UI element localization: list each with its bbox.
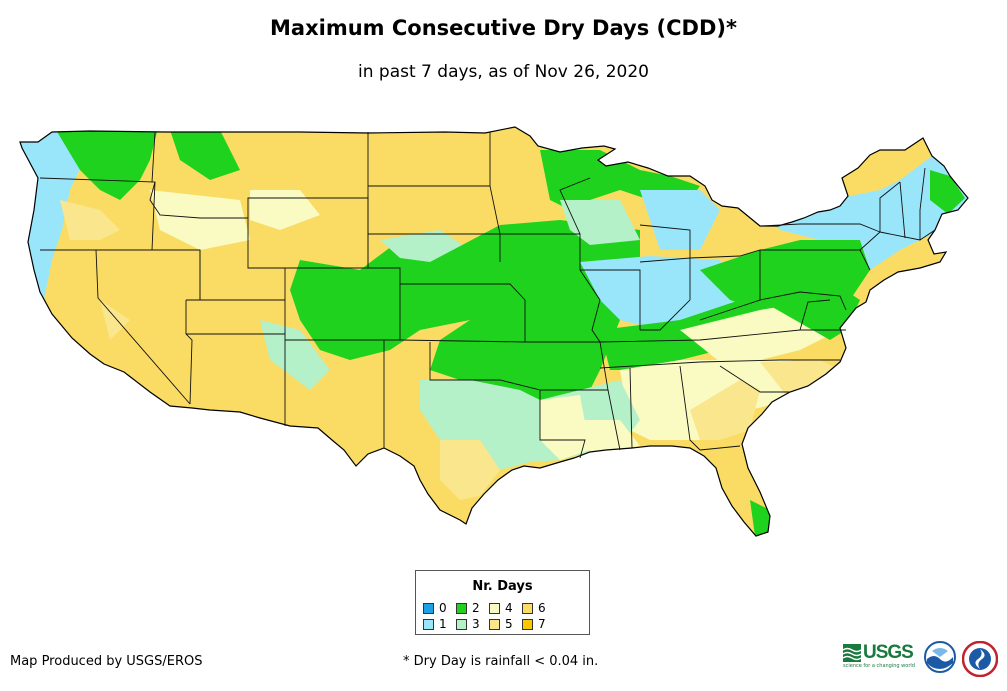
legend-label: 2	[472, 601, 480, 615]
legend-label: 4	[505, 601, 513, 615]
legend-label: 5	[505, 617, 513, 631]
legend-label: 1	[439, 617, 447, 631]
legend-swatch	[522, 619, 533, 630]
state-boundaries	[39, 131, 936, 459]
legend-item-4: 4	[489, 601, 513, 615]
legend-title: Nr. Days	[472, 579, 533, 594]
legend-label: 7	[538, 617, 546, 631]
legend-item-5: 5	[489, 617, 513, 631]
map-title: Maximum Consecutive Dry Days (CDD)*	[270, 16, 737, 40]
legend-label: 6	[538, 601, 546, 615]
map-subtitle: in past 7 days, as of Nov 26, 2020	[358, 62, 649, 82]
legend-swatch	[456, 603, 467, 614]
legend-swatch	[423, 619, 434, 630]
legend-item-2: 2	[456, 601, 480, 615]
usgs-wave-icon	[843, 644, 861, 662]
legend-item-0: 0	[423, 601, 447, 615]
legend-label: 3	[472, 617, 480, 631]
legend-item-1: 1	[423, 617, 447, 631]
usgs-wordmark: USGS	[863, 642, 914, 663]
legend-swatch	[522, 603, 533, 614]
legend: Nr. Days 0 1 2 3 4 5 6 7	[415, 570, 590, 635]
usgs-tagline: science for a changing world	[843, 663, 915, 669]
legend-swatch	[489, 619, 500, 630]
noaa-logo-icon	[924, 641, 956, 673]
legend-swatch	[489, 603, 500, 614]
legend-item-7: 7	[522, 617, 546, 631]
usgs-logo: USGS science for a changing world	[843, 642, 919, 669]
legend-swatch	[456, 619, 467, 630]
credit-text: Map Produced by USGS/EROS	[10, 654, 203, 669]
legend-label: 0	[439, 601, 447, 615]
legend-item-6: 6	[522, 601, 546, 615]
legend-swatch	[423, 603, 434, 614]
nws-logo-icon	[962, 641, 998, 677]
legend-item-3: 3	[456, 617, 480, 631]
footnote-text: * Dry Day is rainfall < 0.04 in.	[403, 654, 599, 669]
